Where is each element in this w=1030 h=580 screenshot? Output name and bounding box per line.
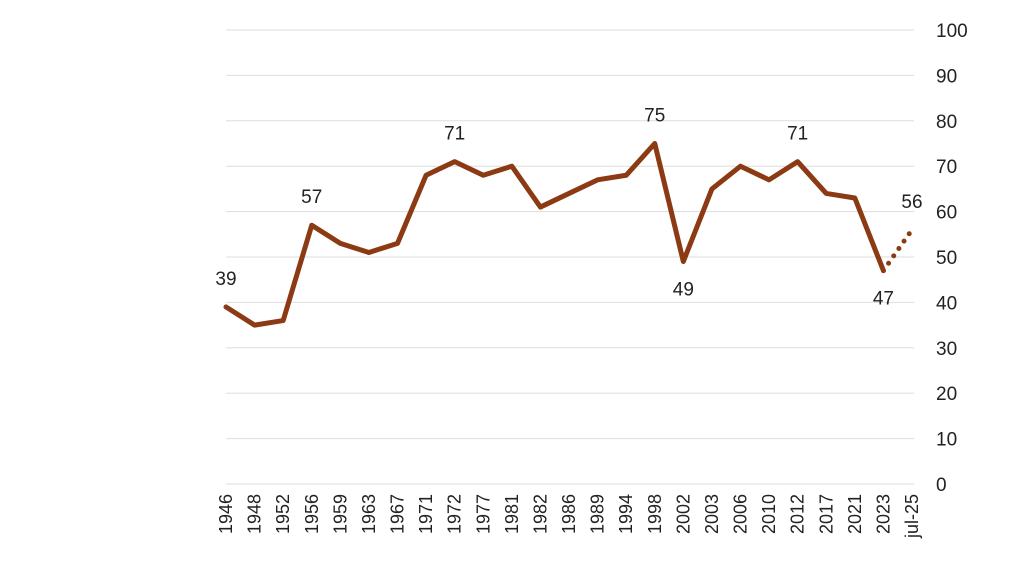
x-tick-label: 1972 <box>445 494 465 534</box>
data-label: 71 <box>444 124 465 145</box>
y-tick-label: 80 <box>936 112 957 133</box>
x-tick-label: 2021 <box>845 494 865 534</box>
x-tick-label: 1959 <box>330 494 350 534</box>
y-tick-label: 60 <box>936 203 957 224</box>
x-tick-label: 1981 <box>502 494 522 534</box>
x-tick-label: 1986 <box>559 494 579 534</box>
data-label: 39 <box>215 269 236 290</box>
y-tick-label: 70 <box>936 157 957 178</box>
x-tick-label: 2023 <box>873 494 893 534</box>
x-tick-label: 1994 <box>616 494 636 534</box>
data-label: 57 <box>301 187 322 208</box>
y-tick-label: 10 <box>936 430 957 451</box>
x-tick-label: 2017 <box>816 494 836 534</box>
x-tick-label: 2012 <box>788 494 808 534</box>
x-tick-label: 2006 <box>731 494 751 534</box>
y-tick-label: 30 <box>936 339 957 360</box>
x-tick-label: 2010 <box>759 494 779 534</box>
x-tick-label: 2002 <box>673 494 693 534</box>
data-label: 47 <box>873 289 894 310</box>
x-tick-label: 1982 <box>530 494 550 534</box>
x-tick-label: jul-25 <box>902 494 922 539</box>
x-tick-label: 1948 <box>245 494 265 534</box>
y-tick-label: 40 <box>936 293 957 314</box>
x-tick-label: 1967 <box>388 494 408 534</box>
x-tick-label: 1946 <box>216 494 236 534</box>
x-tick-label: 2003 <box>702 494 722 534</box>
x-tick-label: 1977 <box>473 494 493 534</box>
data-label: 75 <box>644 106 665 127</box>
y-tick-label: 0 <box>936 475 947 496</box>
x-tick-label: 1998 <box>645 494 665 534</box>
y-tick-label: 50 <box>936 248 957 269</box>
y-tick-label: 100 <box>936 21 968 42</box>
data-label: 56 <box>901 192 922 213</box>
y-tick-label: 90 <box>936 66 957 87</box>
x-tick-label: 1952 <box>273 494 293 534</box>
y-tick-label: 20 <box>936 384 957 405</box>
x-tick-label: 1989 <box>588 494 608 534</box>
x-tick-label: 1963 <box>359 494 379 534</box>
x-tick-label: 1956 <box>302 494 322 534</box>
series-line <box>223 141 886 328</box>
data-label: 71 <box>787 124 808 145</box>
x-tick-label: 1971 <box>416 494 436 534</box>
data-label: 49 <box>673 280 694 301</box>
series-line-projected <box>880 227 915 274</box>
